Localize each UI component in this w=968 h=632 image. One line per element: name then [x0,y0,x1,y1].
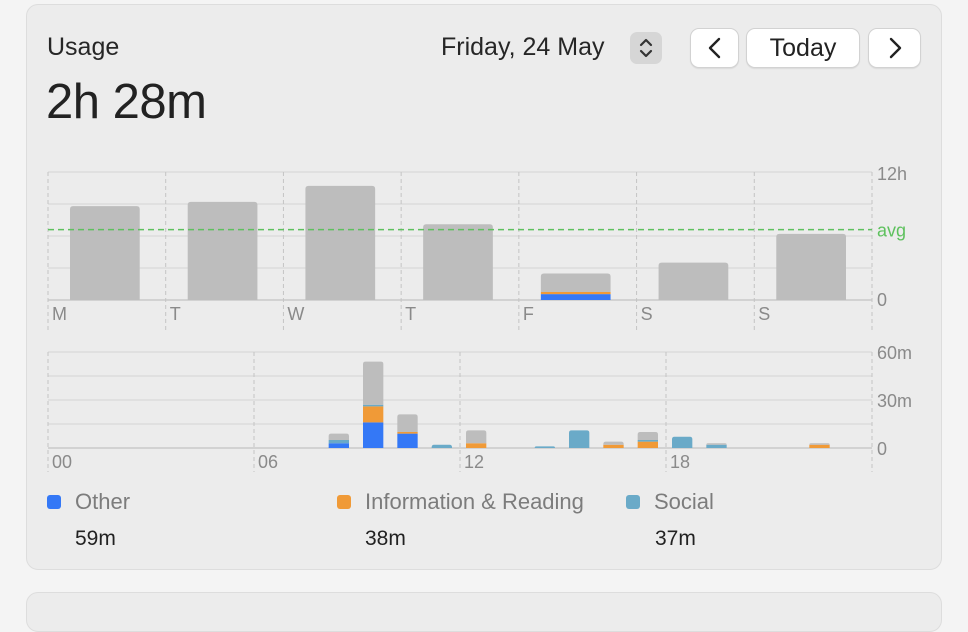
info-swatch [337,495,351,509]
hour-bar-segment [637,440,658,442]
hour-bar-segment [569,430,590,448]
legend-label: Social [654,489,714,514]
y-tick-label: 30m [877,391,912,411]
hour-bar-segment [637,441,658,448]
hour-label: 06 [258,452,278,472]
hour-bar-segment [603,441,624,445]
hour-bar-segment [466,430,487,444]
day-label: T [405,304,416,324]
hour-bar-segment [809,443,830,445]
legend-label: Information & Reading [365,489,584,514]
usage-title: Usage [47,33,120,61]
y-tick-label: 0 [877,439,887,459]
day-bar [658,262,729,300]
day-label: T [170,304,181,324]
hour-bar-segment [397,433,418,448]
legend-information-reading: Information & Reading [337,489,584,515]
chevron-up-down-icon [639,38,653,58]
day-label: F [523,304,534,324]
hour-bar-segment [809,444,830,448]
day-bar [776,233,846,300]
other-swatch [47,495,61,509]
day-label: M [52,304,67,324]
hour-bar-segment [534,446,555,448]
today-button[interactable]: Today [746,28,860,68]
legend-label: Other [75,489,131,514]
social-swatch [626,495,640,509]
day-bar [187,201,258,300]
day-label: S [758,304,770,324]
legend-social: Social [626,489,714,515]
hour-bar-segment [397,414,418,432]
hour-bar-segment [706,444,727,448]
date-stepper[interactable] [630,32,662,64]
hour-bar-segment [363,361,384,405]
next-day-button[interactable] [868,28,921,68]
day-bar-segment [540,294,611,300]
day-label: S [641,304,653,324]
day-bar-segment [540,292,611,295]
hour-bar-segment [328,443,349,448]
chevron-right-icon [889,37,901,59]
y-tick-label: 60m [877,343,912,363]
hour-bar-segment [328,433,349,440]
usage-total: 2h 28m [46,75,207,129]
hour-bar-segment [706,443,727,445]
hour-bar-segment [431,444,452,448]
hour-label: 00 [52,452,72,472]
hour-bar-segment [328,440,349,444]
day-label: W [287,304,304,324]
y-tick-label: 0 [877,290,887,310]
hour-bar-segment [397,432,418,434]
average-label: avg [877,221,906,241]
day-bar [540,273,611,292]
hour-bar-segment [363,404,384,407]
next-card [26,592,942,632]
day-bar [305,185,376,300]
day-bar [423,224,493,300]
legend-value: 37m [655,527,696,550]
hour-bar-segment [363,422,384,448]
hour-bar-segment [603,444,624,448]
weekly-usage-chart: 12h avg 0 M T W T F S S [47,164,907,332]
date-label: Friday, 24 May [441,33,605,61]
hour-label: 18 [670,452,690,472]
chevron-left-icon [708,37,720,59]
previous-day-button[interactable] [690,28,739,68]
hour-bar-segment [672,436,693,448]
hour-bar-segment [466,443,487,448]
legend-value: 38m [365,527,406,550]
hour-bar-segment [637,432,658,440]
legend-value: 59m [75,527,116,550]
y-tick-label: 12h [877,164,907,184]
hour-bar-segment [363,406,384,423]
legend-other: Other [47,489,130,515]
day-bar [70,206,140,300]
hour-label: 12 [464,452,484,472]
